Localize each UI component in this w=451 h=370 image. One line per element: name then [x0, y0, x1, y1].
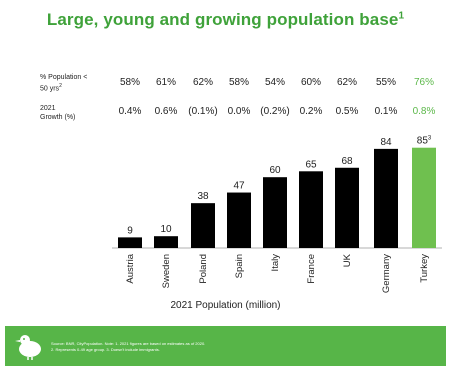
- category-label-spain: Spain: [234, 254, 245, 278]
- pct-under-50-austria: 58%: [119, 77, 140, 88]
- row2-label-sub: Growth (%): [40, 114, 76, 121]
- category-label-turkey: Turkey: [419, 254, 430, 283]
- growth-poland: (0.1%): [188, 106, 218, 117]
- growth-spain: 0.0%: [227, 106, 251, 117]
- pct-under-50-poland: 62%: [192, 77, 213, 88]
- data-label-france: 65: [305, 159, 317, 170]
- bar-sweden: [154, 236, 178, 248]
- category-label-italy: Italy: [270, 254, 281, 272]
- pct-under-50-france: 60%: [300, 77, 321, 88]
- data-label-germany: 84: [380, 137, 392, 148]
- bar-uk: [335, 167, 359, 248]
- pct-under-50-uk: 62%: [336, 77, 357, 88]
- pct-under-50-spain: 58%: [228, 77, 249, 88]
- bar-spain: [227, 192, 251, 248]
- pct-under-50-sweden: 61%: [155, 77, 176, 88]
- slide-title: Large, young and growing population base…: [0, 10, 451, 30]
- growth-germany: 0.1%: [374, 106, 398, 117]
- data-label-austria: 9: [127, 225, 133, 236]
- data-label-turkey: 853: [417, 136, 432, 147]
- bar-austria: [118, 237, 142, 248]
- pct-under-50-germany: 55%: [375, 77, 396, 88]
- growth-france: 0.2%: [299, 106, 323, 117]
- data-label-sweden: 10: [160, 224, 172, 235]
- footer-notes: Source: BNR, CityPopulation. Note: 1. 20…: [51, 341, 205, 353]
- row1-label-sub: 50 yrs: [40, 85, 60, 93]
- category-label-poland: Poland: [198, 254, 209, 284]
- category-label-sweden: Sweden: [161, 254, 172, 288]
- category-label-germany: Germany: [381, 254, 392, 293]
- x-axis-label: 2021 Population (million): [170, 300, 281, 311]
- title-text: Large, young and growing population base: [46, 10, 399, 29]
- row1-label-main: % Population <: [40, 74, 88, 81]
- row1-label-sup: 2: [59, 83, 62, 89]
- footer-banner: Source: BNR, CityPopulation. Note: 1. 20…: [5, 326, 446, 366]
- growth-sweden: 0.6%: [154, 106, 178, 117]
- growth-turkey: 0.8%: [412, 106, 436, 117]
- bar-turkey: [412, 147, 436, 248]
- pct-under-50-italy: 54%: [264, 77, 285, 88]
- bar-italy: [263, 177, 287, 248]
- footer-line-1: Source: BNR, CityPopulation. Note: 1. 20…: [51, 341, 206, 346]
- growth-italy: (0.2%): [260, 106, 290, 117]
- title-superscript: 1: [398, 10, 405, 22]
- bar-germany: [374, 148, 398, 248]
- row-label-growth: 2021 Growth (%): [40, 104, 75, 122]
- category-label-austria: Austria: [125, 253, 136, 283]
- category-label-france: France: [306, 254, 317, 284]
- growth-uk: 0.5%: [335, 106, 359, 117]
- pct-under-50-turkey: 76%: [413, 77, 434, 88]
- bird-mascot-icon: [15, 335, 41, 360]
- footer-line-2: 2. Represents 0-49 age group. 3. Doesn't…: [51, 347, 160, 352]
- population-bar-chart: 9 Austria 10 Sweden 38 Poland 47 Spain 60 Italy 65…: [112, 136, 442, 293]
- bar-poland: [191, 203, 215, 248]
- data-label-italy: 60: [269, 165, 281, 176]
- data-label-uk: 68: [341, 156, 353, 167]
- row-label-population-under-50: % Population < 50 yrs2: [40, 73, 87, 93]
- bar-france: [299, 171, 323, 248]
- data-label-poland: 38: [197, 191, 209, 202]
- row2-label-main: 2021: [40, 105, 56, 112]
- data-label-spain: 47: [233, 181, 245, 192]
- growth-austria: 0.4%: [118, 106, 142, 117]
- category-label-uk: UK: [342, 253, 353, 267]
